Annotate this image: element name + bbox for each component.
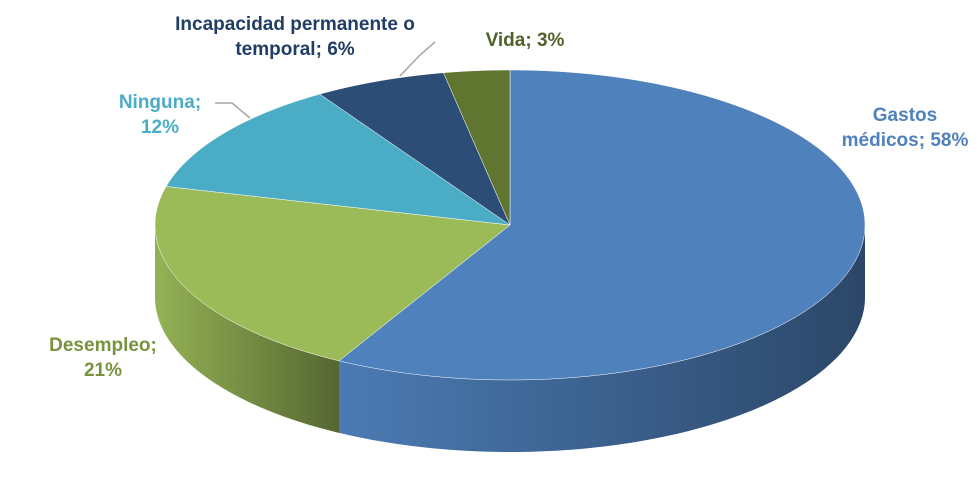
slice [154,186,511,362]
data-label: Gastos médicos; 58% [841,105,969,151]
data-label: Ninguna; 12% [118,92,202,138]
leader-line [399,41,436,77]
slice [338,69,866,381]
leader-line [215,102,251,119]
data-label: Incapacidad permanente o temporal; 6% [175,14,415,60]
slice-side-shade [338,225,866,452]
slice [165,93,511,226]
data-label: Vida; 3% [485,30,565,51]
slice-side-shade [155,225,339,433]
slice [443,69,511,226]
slice [319,72,511,226]
data-label: Desempleo; 21% [49,335,157,381]
